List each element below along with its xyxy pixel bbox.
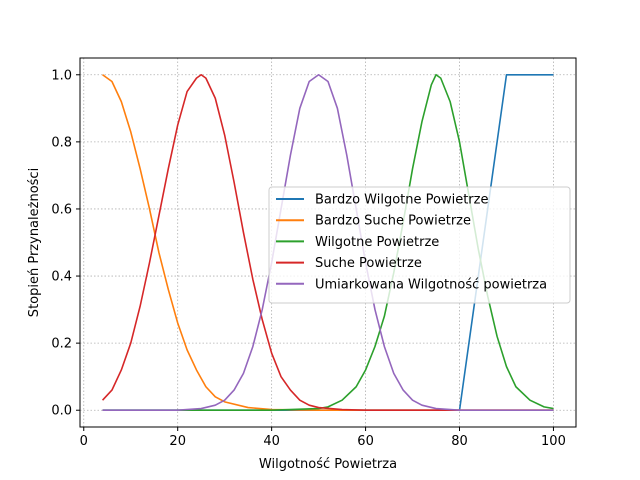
x-axis-label: Wilgotność Powietrza — [259, 457, 397, 472]
series-line-4 — [102, 73, 554, 412]
plot-frame — [79, 57, 577, 428]
legend-entry: Bardzo Wilgotne Powietrze — [315, 193, 488, 208]
x-tick-label: 40 — [263, 434, 280, 449]
x-tick-label: 0 — [80, 434, 88, 449]
y-tick-label: 1.0 — [51, 68, 72, 83]
y-tick-label: 0.4 — [51, 270, 72, 285]
x-tick-label: 60 — [357, 434, 374, 449]
legend-box — [268, 186, 571, 304]
x-tick-label: 80 — [451, 434, 468, 449]
legend: Bardzo Wilgotne Powietrze Bardzo Suche Po… — [268, 186, 571, 304]
y-tick-label: 0.2 — [51, 337, 72, 352]
y-tick-label: 0.6 — [51, 202, 72, 217]
legend-entry: Umiarkowana Wilgotność powietrza — [315, 277, 547, 292]
series-line-2 — [102, 73, 554, 412]
y-tick-label: 0.0 — [51, 404, 72, 419]
ticks: 0 20 40 60 80 100 0.0 0.2 0.4 0.6 0.8 1.0 — [51, 68, 566, 449]
legend-entry: Bardzo Suche Powietrze — [315, 214, 471, 229]
y-tick-label: 0.8 — [51, 135, 72, 150]
series-line-3 — [101, 73, 554, 412]
x-tick-label: 100 — [541, 434, 566, 449]
legend-entry: Suche Powietrze — [315, 256, 422, 271]
legend-entry: Wilgotne Powietrze — [315, 235, 439, 250]
x-tick-label: 20 — [169, 434, 186, 449]
y-axis-label: Stopień Przynależności — [27, 168, 42, 317]
